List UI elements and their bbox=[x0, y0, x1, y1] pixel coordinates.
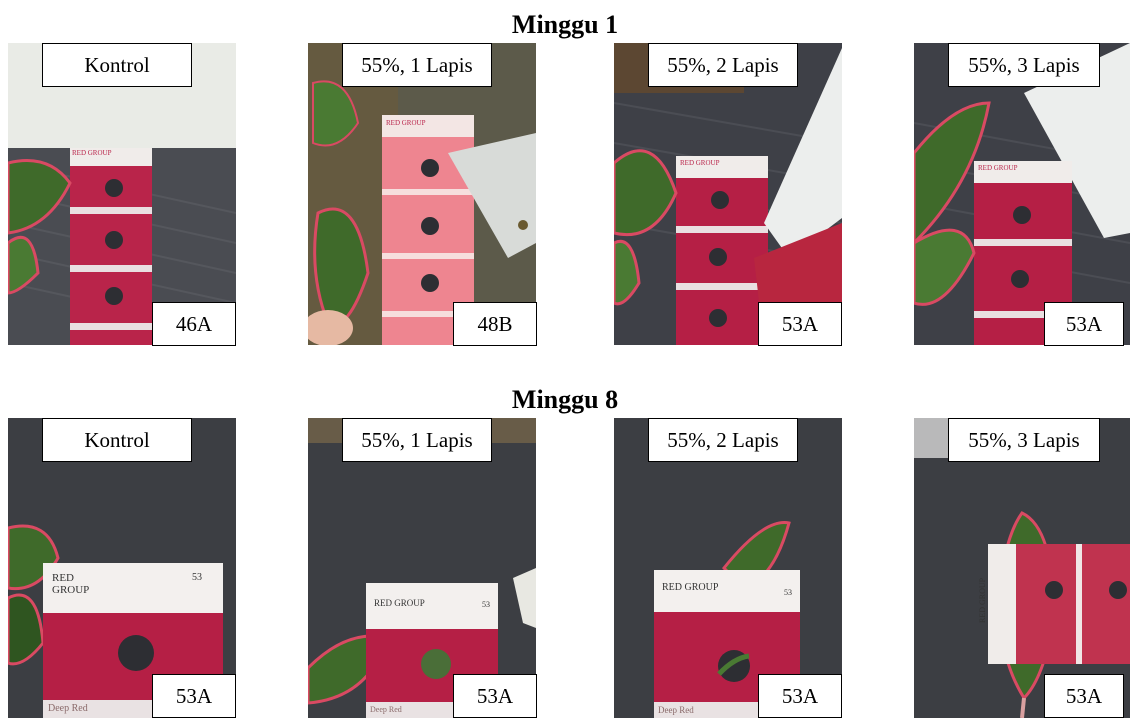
week-1-code-1-lapis: 48B bbox=[453, 302, 537, 346]
plant-photo-illustration bbox=[914, 43, 1130, 345]
week-1-label-1-lapis: 55%, 1 Lapis bbox=[342, 43, 492, 87]
card-group-text: RED GROUP bbox=[72, 149, 112, 157]
week-8-panel-2-lapis-photo: RED GROUP 53 Deep Red bbox=[614, 418, 842, 718]
week-1-panel-kontrol-photo: RED GROUP bbox=[8, 43, 236, 345]
week-8-label-1-lapis: 55%, 1 Lapis bbox=[342, 418, 492, 462]
week-1-panel-1-lapis-photo: RED GROUP bbox=[308, 43, 536, 345]
plant-photo-illustration bbox=[8, 418, 236, 718]
card-group-text: RED GROUP bbox=[978, 577, 987, 623]
plant-photo-illustration bbox=[614, 418, 842, 718]
week-8-label-2-lapis: 55%, 2 Lapis bbox=[648, 418, 798, 462]
week-8-code-2-lapis: 53A bbox=[758, 674, 842, 718]
swatch-name-text: Deep Red bbox=[658, 705, 694, 715]
swatch-name-text: Deep Red bbox=[370, 705, 402, 714]
card-group-text: RED GROUP bbox=[374, 598, 425, 608]
card-group-text: RED GROUP bbox=[680, 159, 720, 167]
card-group-text: RED GROUP bbox=[662, 582, 719, 593]
swatch-name-text: Deep Red bbox=[48, 703, 88, 714]
week-1-label-2-lapis: 55%, 2 Lapis bbox=[648, 43, 798, 87]
plant-photo-illustration bbox=[8, 43, 236, 345]
week-1-panel-3-lapis-photo: RED GROUP bbox=[914, 43, 1130, 345]
card-group-text: RED GROUP bbox=[52, 572, 90, 596]
plant-photo-illustration bbox=[914, 418, 1130, 718]
plant-photo-illustration bbox=[308, 418, 536, 718]
week-8-panel-1-lapis-photo: RED GROUP 53 Deep Red bbox=[308, 418, 536, 718]
week-8-panel-kontrol-photo: RED GROUP 53 Deep Red bbox=[8, 418, 236, 718]
week-1-code-kontrol: 46A bbox=[152, 302, 236, 346]
week-1-title: Minggu 1 bbox=[511, 10, 619, 39]
week-8-code-1-lapis: 53A bbox=[453, 674, 537, 718]
week-8-label-3-lapis: 55%, 3 Lapis bbox=[948, 418, 1100, 462]
card-number-text: 53 bbox=[482, 600, 490, 609]
card-number-text: 53 bbox=[192, 572, 202, 583]
week-8-code-3-lapis: 53A bbox=[1044, 674, 1124, 718]
week-8-label-kontrol: Kontrol bbox=[42, 418, 192, 462]
week-1-panel-2-lapis-photo: RED GROUP bbox=[614, 43, 842, 345]
week-1-label-kontrol: Kontrol bbox=[42, 43, 192, 87]
week-8-code-kontrol: 53A bbox=[152, 674, 236, 718]
week-1-label-3-lapis: 55%, 3 Lapis bbox=[948, 43, 1100, 87]
week-1-code-3-lapis: 53A bbox=[1044, 302, 1124, 346]
week-1-code-2-lapis: 53A bbox=[758, 302, 842, 346]
card-group-text: RED GROUP bbox=[978, 164, 1018, 172]
plant-photo-illustration bbox=[308, 43, 536, 345]
card-number-text: 53 bbox=[784, 588, 792, 597]
plant-photo-illustration bbox=[614, 43, 842, 345]
card-group-text: RED GROUP bbox=[386, 119, 426, 127]
week-8-panel-3-lapis-photo: RED GROUP bbox=[914, 418, 1130, 718]
week-8-title: Minggu 8 bbox=[511, 385, 619, 414]
